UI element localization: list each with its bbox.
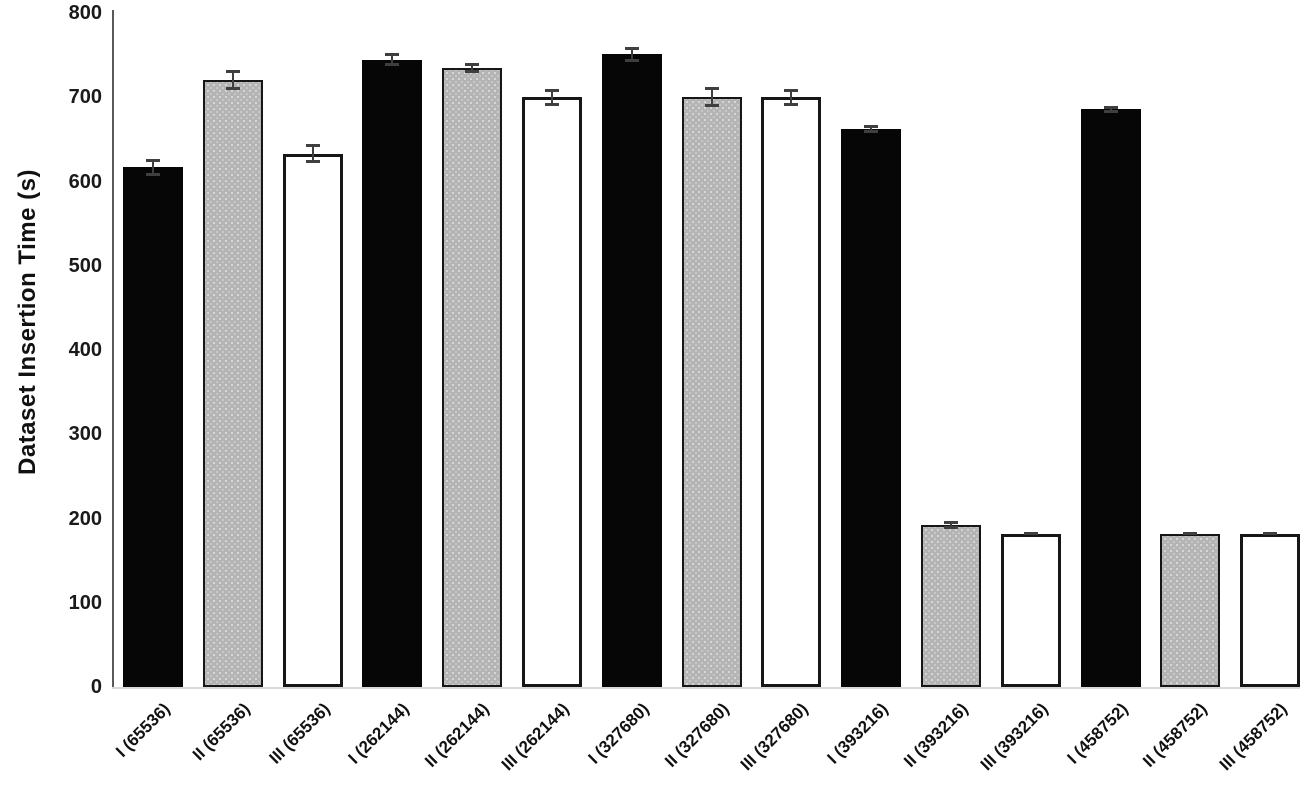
bar-iii-458752	[1240, 534, 1300, 687]
bar-ii-65536	[203, 80, 263, 687]
error-bar	[1263, 532, 1277, 535]
bar-ii-458752	[1160, 534, 1220, 687]
error-bar-cap-top	[545, 89, 559, 92]
x-tick-label: I (65536)	[112, 699, 174, 761]
error-bar-cap-bottom	[306, 160, 320, 163]
error-bar	[1183, 532, 1197, 535]
y-tick-label: 500	[68, 255, 102, 277]
bar-ii-327680	[682, 97, 742, 687]
bar-i-458752	[1081, 109, 1141, 687]
error-bar-cap-bottom	[1024, 532, 1038, 535]
error-bar	[545, 89, 559, 106]
error-bar-cap-bottom	[625, 59, 639, 62]
bar-iii-65536	[283, 154, 343, 687]
y-tick-label: 100	[68, 592, 102, 614]
y-tick-label: 600	[68, 171, 102, 193]
error-bar-cap-bottom	[465, 70, 479, 73]
error-bar	[1104, 106, 1118, 113]
error-bar-stem	[152, 159, 154, 176]
error-bar	[226, 70, 240, 90]
y-axis-line	[112, 10, 114, 687]
error-bar-stem	[312, 144, 314, 163]
bar-ii-262144	[442, 68, 502, 687]
error-bar-stem	[471, 63, 473, 73]
error-bar-stem	[631, 47, 633, 62]
error-bar	[1024, 532, 1038, 535]
error-bar	[944, 521, 958, 529]
bar-i-262144	[362, 60, 422, 687]
error-bar-cap-bottom	[226, 87, 240, 90]
x-axis-baseline	[112, 687, 1300, 689]
bar-i-65536	[123, 167, 183, 687]
bar-iii-327680	[761, 97, 821, 687]
error-bar-cap-top	[465, 63, 479, 66]
error-bar-cap-bottom	[864, 130, 878, 133]
error-bar-cap-top	[385, 53, 399, 56]
error-bar-cap-bottom	[1104, 110, 1118, 113]
error-bar	[625, 47, 639, 62]
error-bar-cap-top	[306, 144, 320, 147]
error-bar	[864, 125, 878, 133]
error-bar	[146, 159, 160, 176]
error-bar-stem	[391, 53, 393, 66]
error-bar-cap-top	[705, 87, 719, 90]
error-bar-cap-bottom	[385, 63, 399, 66]
error-bar-stem	[551, 89, 553, 106]
error-bar-stem	[232, 70, 234, 90]
error-bar-cap-top	[784, 89, 798, 92]
error-bar-cap-top	[1104, 106, 1118, 109]
error-bar-cap-top	[146, 159, 160, 162]
y-tick-label: 400	[68, 339, 102, 361]
error-bar	[784, 89, 798, 106]
y-tick-label: 700	[68, 86, 102, 108]
y-tick-label: 800	[68, 2, 102, 24]
bar-iii-262144	[522, 97, 582, 687]
bar-i-393216	[841, 129, 901, 687]
error-bar-stem	[790, 89, 792, 106]
error-bar	[385, 53, 399, 66]
error-bar-cap-bottom	[146, 173, 160, 176]
error-bar	[705, 87, 719, 107]
y-axis-title: Dataset Insertion Time (s)	[14, 169, 41, 475]
bar-ii-393216	[921, 525, 981, 687]
error-bar-stem	[870, 125, 872, 133]
error-bar-stem	[1110, 106, 1112, 113]
error-bar-cap-bottom	[705, 104, 719, 107]
bar-i-327680	[602, 54, 662, 687]
error-bar	[465, 63, 479, 73]
error-bar	[306, 144, 320, 163]
error-bar-cap-bottom	[944, 526, 958, 529]
error-bar-stem	[950, 521, 952, 529]
error-bar-stem	[711, 87, 713, 107]
y-tick-label: 200	[68, 508, 102, 530]
error-bar-cap-bottom	[784, 103, 798, 106]
error-bar-cap-bottom	[545, 103, 559, 106]
error-bar-cap-bottom	[1263, 532, 1277, 535]
y-tick-label: 300	[68, 423, 102, 445]
y-tick-label: 0	[90, 676, 102, 698]
error-bar-cap-top	[944, 521, 958, 524]
error-bar-cap-top	[864, 125, 878, 128]
bar-iii-393216	[1001, 534, 1061, 687]
error-bar-cap-bottom	[1183, 532, 1197, 535]
error-bar-cap-top	[226, 70, 240, 73]
error-bar-cap-top	[625, 47, 639, 50]
